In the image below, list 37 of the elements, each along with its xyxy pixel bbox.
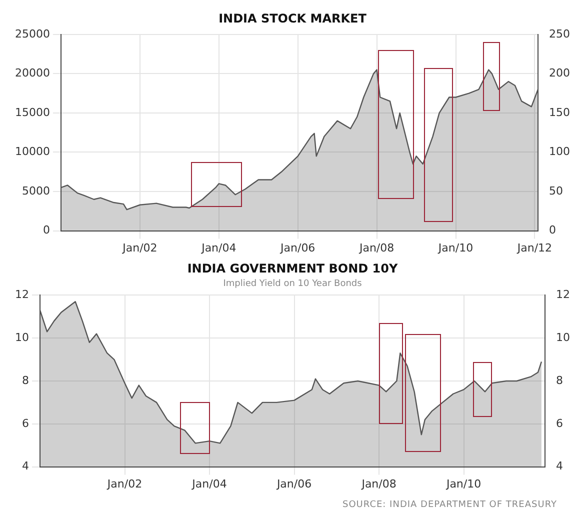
source-note: SOURCE: INDIA DEPARTMENT OF TREASURY: [342, 500, 557, 510]
y2-tick-label: 100: [549, 145, 570, 158]
x-tick-label: Jan/06: [280, 241, 316, 254]
y2-tick-label: 6: [556, 416, 564, 430]
y2-tick-label: 200: [549, 66, 570, 80]
x-tick-label: Jan/12: [516, 241, 552, 254]
y-tick-label: 5000: [22, 184, 50, 198]
y2-tick-label: 8: [556, 374, 564, 387]
y-tick-label: 20000: [14, 66, 50, 80]
y-tick-label: 15000: [14, 106, 50, 119]
x-tick-label: Jan/10: [445, 477, 482, 490]
x-tick-label: Jan/02: [106, 477, 142, 490]
x-tick-label: Jan/04: [200, 241, 236, 254]
y2-tick-label: 50: [549, 184, 564, 198]
y2-tick-label: 12: [556, 288, 570, 302]
y-tick-label: 0: [42, 224, 50, 237]
x-tick-label: Jan/08: [358, 241, 394, 254]
y2-tick-label: 150: [549, 106, 570, 119]
y-tick-label: 10: [14, 330, 29, 344]
y-tick-label: 4: [22, 460, 29, 473]
chart-subtitle: Implied Yield on 10 Year Bonds: [223, 279, 362, 290]
chart-title: INDIA STOCK MARKET: [218, 11, 368, 26]
y-tick-label: 12: [14, 288, 29, 302]
x-tick-label: Jan/06: [276, 477, 312, 490]
x-tick-label: Jan/10: [437, 241, 474, 254]
y-tick-label: 10000: [14, 145, 50, 158]
y2-tick-label: 4: [556, 460, 564, 473]
y2-tick-label: 250: [549, 27, 570, 40]
y-tick-label: 25000: [14, 27, 50, 40]
x-tick-label: Jan/04: [191, 477, 227, 490]
y-tick-label: 8: [22, 374, 29, 387]
y-tick-label: 6: [22, 416, 29, 430]
y2-tick-label: 10: [556, 330, 570, 344]
y2-tick-label: 0: [549, 224, 556, 237]
chart-title: INDIA GOVERNMENT BOND 10Y: [187, 261, 398, 276]
x-tick-label: Jan/08: [360, 477, 396, 490]
x-tick-label: Jan/02: [122, 241, 158, 254]
